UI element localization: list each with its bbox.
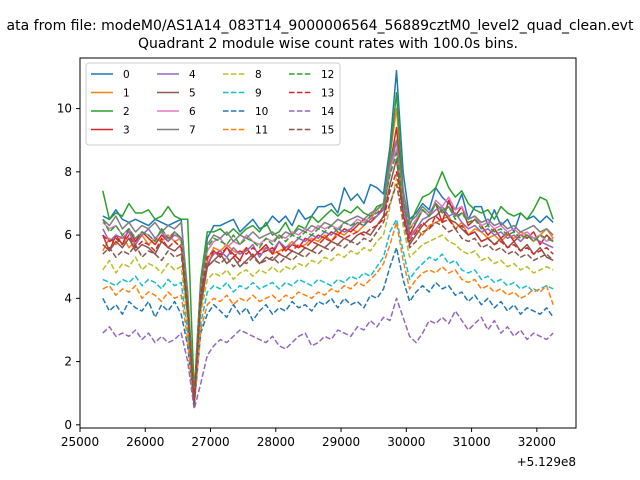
series-line-2 <box>102 92 554 394</box>
x-tick-label: 32000 <box>518 435 556 449</box>
legend-label-15: 15 <box>321 125 334 137</box>
legend-label-7: 7 <box>189 125 196 137</box>
x-tick-label: 27000 <box>191 435 229 449</box>
legend-label-9: 9 <box>255 88 262 100</box>
plot-frame <box>79 57 577 429</box>
x-tick-label: 29000 <box>322 435 360 449</box>
series-line-6 <box>102 148 554 401</box>
legend-label-0: 0 <box>123 69 130 81</box>
series-line-10 <box>102 246 554 407</box>
series-line-13 <box>102 171 554 404</box>
legend-label-5: 5 <box>189 88 196 100</box>
series-layer <box>102 69 554 410</box>
legend-label-2: 2 <box>123 106 130 118</box>
x-tick-label: 28000 <box>257 435 295 449</box>
series-line-8 <box>102 177 554 404</box>
legend-label-8: 8 <box>255 69 262 81</box>
series-line-12 <box>102 152 554 401</box>
legend-label-13: 13 <box>321 88 334 100</box>
y-axis: 0 2 4 6 8 10 <box>57 102 80 432</box>
legend-label-6: 6 <box>189 106 196 118</box>
y-tick-label: 6 <box>64 228 72 242</box>
series-line-7 <box>102 139 554 404</box>
x-axis-offset-label: +5.129e8 <box>517 455 576 469</box>
x-axis: 25000 26000 27000 28000 29000 30000 31000 32000 <box>61 428 556 449</box>
x-tick-label: 30000 <box>387 435 425 449</box>
series-line-15 <box>102 183 554 407</box>
series-line-14 <box>102 297 554 410</box>
y-tick-label: 10 <box>57 102 72 116</box>
chart-title: Quadrant 2 module wise count rates with … <box>138 36 518 52</box>
legend-label-10: 10 <box>255 106 268 118</box>
y-tick-label: 8 <box>64 165 72 179</box>
series-line-11 <box>102 221 554 407</box>
legend-label-12: 12 <box>321 69 334 81</box>
series-line-0 <box>102 69 554 398</box>
series-line-9 <box>102 218 554 407</box>
legend-label-3: 3 <box>123 125 130 137</box>
y-tick-label: 0 <box>64 418 72 432</box>
y-tick-label: 4 <box>64 291 72 305</box>
legend-label-11: 11 <box>255 125 268 137</box>
x-tick-label: 26000 <box>126 435 164 449</box>
x-tick-label: 25000 <box>61 435 99 449</box>
x-tick-label: 31000 <box>452 435 490 449</box>
legend-box <box>85 62 341 146</box>
legend-label-14: 14 <box>321 106 335 118</box>
legend-label-1: 1 <box>123 88 130 100</box>
series-line-1 <box>102 107 554 404</box>
figure-suptitle: ata from file: modeM0/AS1A14_083T14_9000… <box>6 18 634 34</box>
y-tick-label: 2 <box>64 355 72 369</box>
legend-label-4: 4 <box>189 69 196 81</box>
